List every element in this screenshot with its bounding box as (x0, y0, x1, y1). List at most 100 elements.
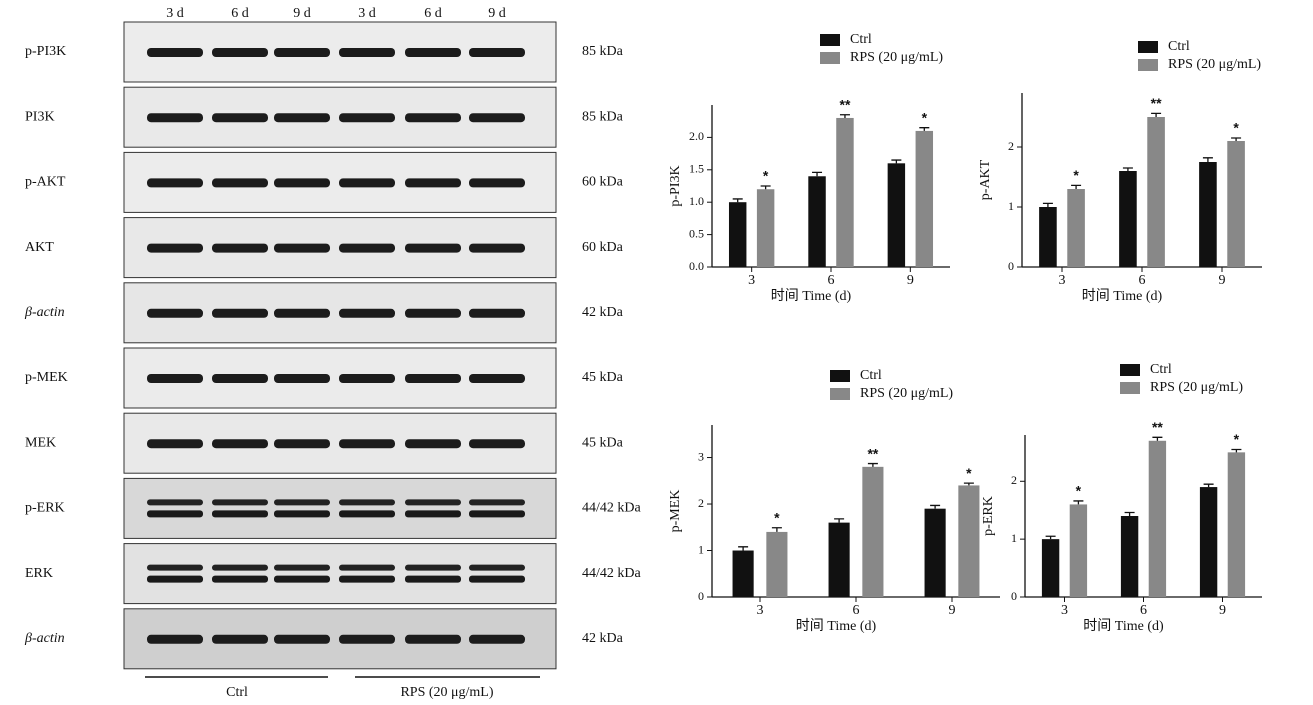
band (212, 178, 268, 188)
band (405, 575, 461, 583)
band (339, 499, 395, 506)
legend-swatch (1138, 59, 1158, 71)
blot-size-label: 85 kDa (582, 44, 624, 59)
band (274, 575, 330, 583)
error-bar (839, 114, 850, 118)
band (405, 634, 461, 644)
bar (1199, 162, 1217, 267)
legend-swatch (1120, 364, 1140, 376)
y-tick-label: 2.0 (689, 129, 704, 143)
legend-swatch (1120, 382, 1140, 394)
band (212, 113, 268, 123)
blot-row-label: MEK (25, 435, 56, 450)
significance-mark: ** (1151, 95, 1162, 111)
band (339, 439, 395, 449)
band (212, 308, 268, 318)
band (339, 564, 395, 571)
error-bar (771, 527, 782, 532)
bar (1147, 117, 1165, 267)
band (274, 243, 330, 253)
band (212, 499, 268, 506)
y-axis-label: p-PI3K (668, 165, 683, 206)
band (339, 634, 395, 644)
bar (766, 531, 788, 597)
band (405, 510, 461, 518)
blot-size-label: 44/42 kDa (582, 501, 642, 516)
lane-label: 3 d (166, 6, 184, 21)
blot-row-label: ERK (25, 566, 53, 581)
band (147, 575, 203, 583)
significance-mark: * (1233, 120, 1239, 136)
bar (828, 522, 850, 597)
bar (887, 163, 906, 267)
band (147, 178, 203, 188)
band (405, 374, 461, 383)
band (212, 374, 268, 383)
band (212, 564, 268, 571)
band (274, 178, 330, 188)
band (469, 499, 525, 506)
band (469, 575, 525, 583)
group-label: RPS (20 μg/mL) (400, 685, 493, 700)
band (274, 308, 330, 318)
bar (862, 466, 884, 597)
band (469, 48, 525, 57)
band (147, 374, 203, 383)
band (212, 48, 268, 57)
legend-label: Ctrl (860, 368, 882, 383)
significance-mark: * (1073, 167, 1079, 183)
blot-strip (123, 477, 557, 539)
x-axis-label: 时间 Time (d) (1082, 288, 1163, 304)
band (339, 243, 395, 253)
significance-mark: * (1076, 483, 1082, 499)
band (405, 308, 461, 318)
blot-size-label: 85 kDa (582, 109, 624, 124)
significance-mark: ** (867, 445, 878, 461)
band (469, 564, 525, 571)
bar (1067, 189, 1085, 267)
y-axis-label: p-ERK (981, 496, 996, 536)
error-bar (1203, 483, 1214, 488)
band (469, 113, 525, 123)
band (274, 634, 330, 644)
band (147, 48, 203, 57)
lane-label: 9 d (293, 6, 311, 21)
significance-mark: ** (840, 96, 851, 112)
blot-row-label: β-actin (24, 631, 65, 646)
blot-row-label: p-MEK (25, 370, 68, 385)
x-tick-label: 3 (748, 273, 755, 288)
y-tick-label: 0.0 (689, 259, 704, 273)
band (274, 439, 330, 449)
error-bar (760, 185, 771, 190)
band (405, 499, 461, 506)
band (147, 113, 203, 123)
group-label: Ctrl (226, 685, 248, 700)
y-tick-label: 1.5 (689, 162, 704, 176)
legend-swatch (820, 52, 840, 64)
x-axis-label: 时间 Time (d) (796, 618, 877, 634)
significance-mark: * (763, 168, 769, 184)
error-bar (1231, 448, 1242, 453)
legend-label: RPS (20 μg/mL) (1168, 57, 1261, 72)
band (339, 374, 395, 383)
bar (756, 189, 775, 267)
band (212, 575, 268, 583)
band (339, 308, 395, 318)
y-tick-label: 1 (1008, 199, 1014, 213)
error-bar (1073, 500, 1084, 505)
legend-swatch (830, 370, 850, 382)
y-axis-label: p-MEK (668, 490, 683, 533)
bar (808, 176, 826, 267)
y-tick-label: 3 (698, 449, 704, 463)
x-tick-label: 6 (853, 603, 860, 618)
legend-label: Ctrl (1150, 362, 1172, 377)
band (339, 178, 395, 188)
error-bar (867, 462, 878, 467)
bar (958, 485, 980, 597)
bar (1069, 504, 1088, 597)
bar (1199, 487, 1218, 597)
band (405, 564, 461, 571)
y-tick-label: 0 (1011, 589, 1017, 603)
band (405, 48, 461, 57)
error-bar (1231, 137, 1242, 141)
